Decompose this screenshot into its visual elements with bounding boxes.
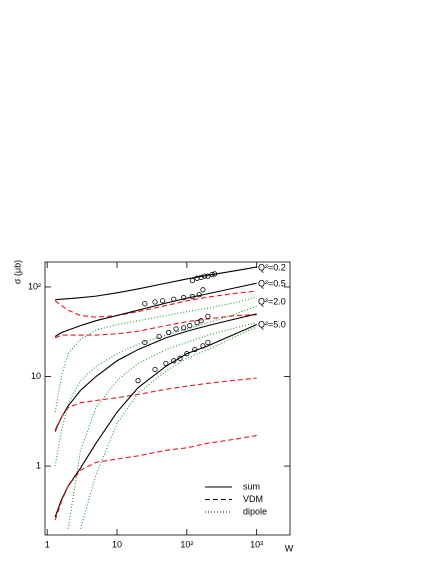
curve bbox=[54, 324, 257, 518]
data-point bbox=[163, 360, 169, 367]
y-axis-label: σ (μb) bbox=[12, 260, 22, 284]
data-point bbox=[173, 326, 179, 332]
y-tick-label: 10 bbox=[31, 371, 41, 381]
curve bbox=[79, 326, 257, 529]
x-axis-label: W bbox=[285, 543, 294, 553]
x-tick-label: 10 bbox=[112, 539, 122, 549]
data-point bbox=[196, 292, 202, 298]
plot-frame bbox=[44, 261, 291, 536]
data-point bbox=[198, 274, 204, 280]
data-point bbox=[166, 329, 172, 336]
x-tick-label: 10³ bbox=[250, 539, 263, 549]
curve-label: Q²=5.0 bbox=[258, 319, 286, 329]
data-point bbox=[189, 294, 195, 300]
data-point bbox=[171, 296, 177, 302]
curve bbox=[67, 322, 257, 529]
data-point bbox=[152, 366, 158, 373]
data-point bbox=[205, 273, 211, 279]
curve bbox=[54, 314, 257, 339]
data-point bbox=[205, 339, 211, 346]
curve bbox=[54, 296, 257, 413]
x-tick-label: 1 bbox=[45, 539, 50, 549]
curve bbox=[54, 282, 257, 337]
data-point bbox=[160, 298, 166, 304]
data-point bbox=[194, 320, 200, 326]
data-point bbox=[212, 271, 218, 277]
data-point bbox=[156, 333, 162, 340]
curve bbox=[54, 377, 257, 433]
data-point bbox=[184, 351, 190, 357]
y-tick-label: 1 bbox=[36, 460, 41, 470]
x-tick-label: 10² bbox=[180, 539, 193, 549]
y-tick-label: 10² bbox=[28, 281, 41, 291]
curve bbox=[54, 434, 257, 521]
curve bbox=[54, 290, 257, 318]
data-point bbox=[152, 299, 158, 305]
curve bbox=[54, 305, 257, 467]
data-point bbox=[142, 301, 148, 307]
data-point bbox=[192, 346, 198, 353]
legend-label: VDM bbox=[243, 494, 263, 504]
data-point bbox=[209, 271, 215, 278]
data-point bbox=[200, 287, 206, 293]
data-point bbox=[177, 355, 183, 361]
data-point bbox=[198, 318, 204, 324]
curve bbox=[54, 313, 257, 431]
data-point bbox=[200, 343, 206, 349]
data-point bbox=[142, 339, 148, 346]
data-point bbox=[181, 325, 187, 331]
data-point bbox=[205, 313, 211, 319]
data-point bbox=[189, 277, 195, 284]
data-point bbox=[202, 273, 208, 279]
curve-label: Q²=2.0 bbox=[258, 296, 286, 306]
data-point bbox=[181, 295, 187, 301]
curve-label: Q²=0.2 bbox=[258, 262, 286, 272]
legend-label: dipole bbox=[243, 506, 267, 516]
data-point bbox=[171, 358, 177, 364]
data-point bbox=[187, 323, 193, 329]
curve-label: Q²=0.5 bbox=[258, 278, 286, 288]
legend-label: sum bbox=[243, 481, 260, 491]
data-point bbox=[135, 378, 141, 384]
